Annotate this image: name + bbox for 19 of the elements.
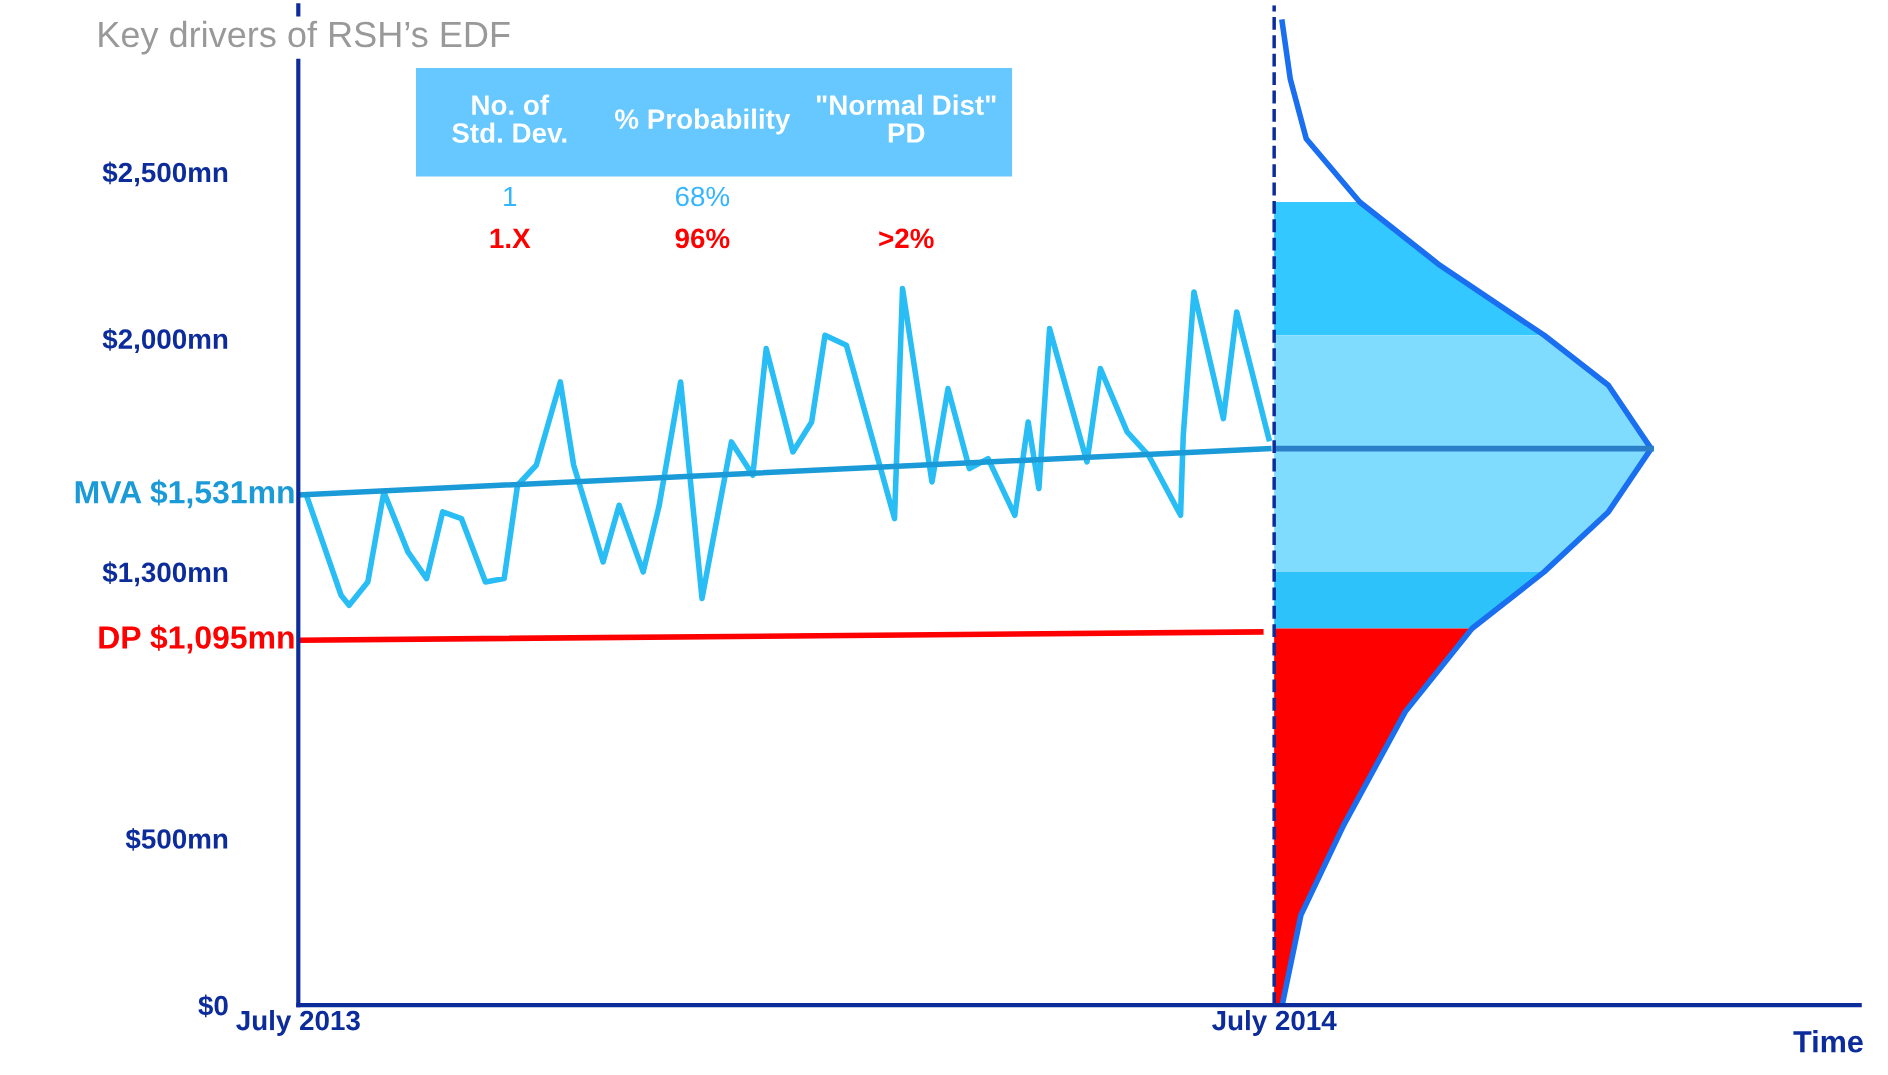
- annotation: >2%: [879, 228, 934, 249]
- y-tick-label: $0: [198, 994, 228, 1018]
- chart-title: Key drivers of RSH’s EDF: [99, 20, 510, 55]
- annotation: % Probability: [615, 108, 791, 135]
- annotation: 96%: [675, 228, 730, 249]
- annotation: 68%: [675, 186, 730, 207]
- x-tick-label: July 2014: [1212, 1009, 1337, 1036]
- annotation: 1: [504, 186, 517, 207]
- x-axis-title: Time: [1793, 1030, 1863, 1053]
- annotation: 1.X: [490, 228, 531, 248]
- series-label: DP $1,095mn: [99, 624, 294, 654]
- y-tick-label: $1,300mn: [102, 561, 228, 587]
- y-tick-label: $2,500mn: [102, 161, 228, 187]
- y-tick-label: $500mn: [125, 827, 228, 851]
- x-tick-label: July 2013: [236, 1009, 360, 1036]
- series-label: MVA $1,531mn: [75, 479, 294, 509]
- y-tick-label: $2,000mn: [102, 328, 228, 353]
- annotation: No. of Std. Dev.: [452, 94, 567, 143]
- annotation: "Normal Dist" PD: [816, 94, 996, 143]
